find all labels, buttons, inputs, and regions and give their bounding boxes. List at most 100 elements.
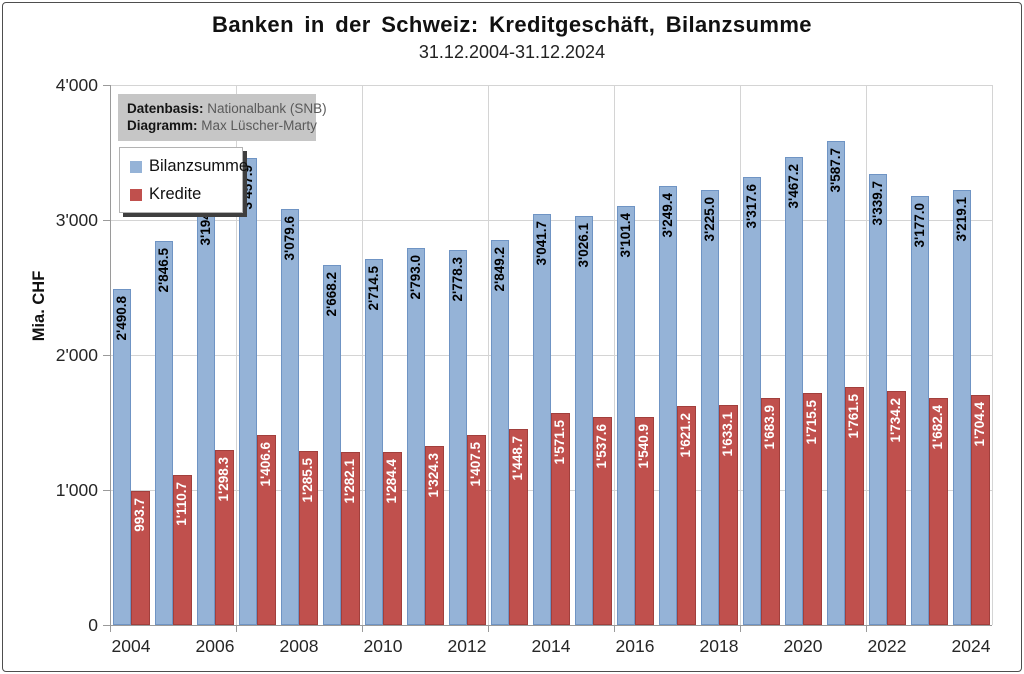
- bar-value-label-bilanzsumme-2023: 3'177.0: [911, 203, 927, 248]
- bar-value-label-kredite-2015: 1'537.6: [594, 424, 610, 469]
- x-tick-label-2020: 2020: [783, 636, 823, 656]
- bar-bilanzsumme-2008: [280, 209, 299, 625]
- y-axis-tick-1000: [103, 490, 110, 491]
- bar-value-label-kredite-2020: 1'715.5: [804, 400, 820, 445]
- bar-kredite-2020: [803, 393, 822, 625]
- bar-value-label-bilanzsumme-2019: 3'317.6: [743, 184, 759, 229]
- x-axis-tick-6: [866, 626, 867, 632]
- bar-kredite-2013: [509, 429, 528, 625]
- x-tick-label-2014: 2014: [531, 636, 571, 656]
- bar-value-label-kredite-2017: 1'621.2: [678, 413, 694, 458]
- info-box: Datenbasis: Nationalbank (SNB) Diagramm:…: [118, 94, 327, 141]
- bar-kredite-2008: [299, 451, 318, 625]
- bar-bilanzsumme-2020: [784, 156, 803, 625]
- bar-kredite-2015: [593, 417, 612, 625]
- bar-bilanzsumme-2004: [112, 288, 131, 625]
- bar-value-label-bilanzsumme-2017: 3'249.4: [659, 193, 675, 238]
- bar-value-label-bilanzsumme-2021: 3'587.7: [827, 147, 843, 193]
- bar-value-label-bilanzsumme-2004: 2'490.8: [113, 295, 129, 341]
- bar-kredite-2021: [845, 387, 864, 625]
- bar-value-label-kredite-2011: 1'324.3: [426, 453, 442, 498]
- x-tick-label-2010: 2010: [363, 636, 403, 656]
- legend-item-kredite: Kredite: [130, 185, 232, 204]
- gridline-vertical-3: [488, 85, 489, 625]
- info-box-line-datenbasis: Datenbasis: Nationalbank (SNB): [127, 100, 327, 117]
- bar-value-label-bilanzsumme-2011: 2'793.0: [407, 254, 423, 300]
- bar-bilanzsumme-2006: [196, 193, 215, 625]
- bar-value-label-kredite-2019: 1'683.9: [762, 404, 778, 450]
- datenbasis-value: Nationalbank (SNB): [207, 101, 327, 116]
- gridline-horizontal-3000: [110, 220, 992, 221]
- x-axis-tick-4: [614, 626, 615, 632]
- bar-kredite-2019: [761, 397, 780, 625]
- bar-bilanzsumme-2011: [406, 247, 425, 625]
- bar-value-label-kredite-2016: 1'540.9: [636, 423, 652, 469]
- x-tick-label-2008: 2008: [279, 636, 319, 656]
- y-axis-tick-3000: [103, 220, 110, 221]
- x-tick-label-2018: 2018: [699, 636, 739, 656]
- datenbasis-label: Datenbasis:: [127, 101, 204, 116]
- y-tick-label-1000: 1'000: [55, 479, 98, 500]
- bar-value-label-kredite-2013: 1'448.7: [510, 436, 526, 481]
- bar-value-label-bilanzsumme-2009: 2'668.2: [323, 271, 339, 317]
- y-tick-label-4000: 4'000: [55, 74, 98, 95]
- plot-area: 2'490.8 2'846.5 3'194.2 3'457.9 3'079.6 2'668…: [103, 85, 993, 632]
- x-axis-tick-5: [740, 626, 741, 632]
- y-tick-label-2000: 2'000: [55, 344, 98, 365]
- bar-kredite-2024: [971, 394, 990, 625]
- bar-kredite-2007: [257, 435, 276, 625]
- gridline-horizontal-2000: [110, 355, 992, 356]
- bar-bilanzsumme-2015: [574, 216, 593, 625]
- bar-bilanzsumme-2017: [658, 186, 677, 625]
- x-tick-label-2022: 2022: [867, 636, 907, 656]
- y-axis-line: [110, 85, 111, 632]
- bar-bilanzsumme-2022: [868, 174, 887, 625]
- bar-kredite-2022: [887, 390, 906, 625]
- bar-value-label-kredite-2010: 1'284.4: [384, 458, 400, 504]
- x-axis-line: [103, 625, 992, 626]
- bar-value-label-bilanzsumme-2016: 3'101.4: [617, 213, 633, 258]
- x-tick-label-2012: 2012: [447, 636, 487, 656]
- gridline-vertical-1: [236, 85, 237, 625]
- bar-value-label-kredite-2024: 1'704.4: [972, 401, 988, 447]
- bar-value-label-kredite-2018: 1'633.1: [720, 411, 736, 457]
- bar-kredite-2017: [677, 406, 696, 625]
- bar-bilanzsumme-2009: [322, 264, 341, 625]
- legend-item-bilanzsumme: Bilanzsumme: [130, 157, 248, 176]
- y-axis-tick-0: [103, 625, 110, 626]
- diagramm-value: Max Lüscher-Marty: [201, 118, 317, 133]
- bar-kredite-2004: [131, 490, 150, 625]
- legend-swatch-bilanzsumme-icon: [130, 160, 142, 173]
- diagramm-label: Diagramm:: [127, 118, 198, 133]
- bar-value-label-kredite-2009: 1'282.1: [342, 458, 358, 504]
- bar-bilanzsumme-2021: [826, 140, 845, 625]
- bar-value-label-bilanzsumme-2008: 3'079.6: [281, 216, 297, 261]
- bar-value-label-bilanzsumme-2014: 3'041.7: [533, 221, 549, 266]
- bar-kredite-2023: [929, 397, 948, 625]
- bar-kredite-2014: [551, 412, 570, 625]
- x-tick-label-2004: 2004: [111, 636, 151, 656]
- gridline-vertical-6: [866, 85, 867, 625]
- gridline-vertical-4: [614, 85, 615, 625]
- x-tick-label-2024: 2024: [951, 636, 991, 656]
- bar-bilanzsumme-2024: [952, 190, 971, 625]
- gridline-vertical-5: [740, 85, 741, 625]
- bar-value-label-bilanzsumme-2020: 3'467.2: [785, 163, 801, 209]
- bar-kredite-2012: [467, 434, 486, 625]
- bar-bilanzsumme-2016: [616, 206, 635, 625]
- chart-title: Banken in der Schweiz: Kreditgeschäft, B…: [212, 12, 812, 37]
- bar-value-label-kredite-2007: 1'406.6: [258, 442, 274, 487]
- bar-bilanzsumme-2018: [700, 189, 719, 625]
- bar-value-label-bilanzsumme-2022: 3'339.7: [869, 181, 885, 226]
- bar-kredite-2018: [719, 404, 738, 625]
- bar-value-label-kredite-2021: 1'761.5: [846, 394, 862, 439]
- x-tick-label-2016: 2016: [615, 636, 655, 656]
- bar-bilanzsumme-2007: [238, 158, 257, 625]
- legend-label-bilanzsumme: Bilanzsumme: [149, 157, 249, 175]
- gridline-horizontal-4000: [110, 85, 992, 86]
- bar-bilanzsumme-2012: [448, 249, 467, 625]
- x-axis-tick-2: [362, 626, 363, 632]
- x-axis-tick-3: [488, 626, 489, 632]
- bar-value-label-kredite-2012: 1'407.5: [468, 441, 484, 487]
